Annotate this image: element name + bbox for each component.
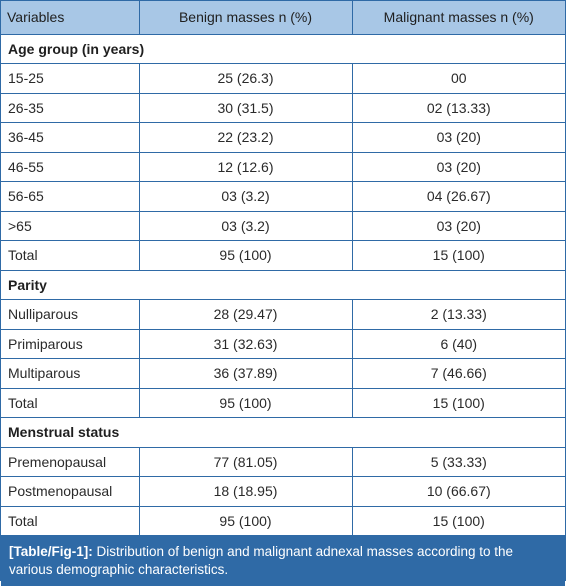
section-header-row: Menstrual status — [1, 417, 565, 448]
benign-value: 03 (3.2) — [139, 211, 353, 241]
caption-reference: [Table/Fig-1]: — [9, 544, 93, 559]
malignant-value: 15 (100) — [352, 240, 565, 271]
benign-value: 28 (29.47) — [139, 299, 353, 330]
header-row: Variables Benign masses n (%) Malignant … — [1, 1, 565, 35]
malignant-value: 04 (26.67) — [352, 181, 565, 212]
table-row: 56-65 03 (3.2) 04 (26.67) — [1, 181, 565, 212]
row-label: Total — [1, 388, 140, 418]
benign-value: 95 (100) — [139, 506, 353, 536]
header-benign: Benign masses n (%) — [139, 1, 353, 35]
malignant-value: 03 (20) — [352, 211, 565, 241]
table-row: 26-35 30 (31.5) 02 (13.33) — [1, 93, 565, 123]
benign-value: 12 (12.6) — [139, 152, 353, 182]
malignant-value: 03 (20) — [352, 122, 565, 153]
header-variables: Variables — [1, 1, 140, 35]
row-label: Nulliparous — [1, 299, 140, 330]
malignant-value: 03 (20) — [352, 152, 565, 182]
row-label: 56-65 — [1, 181, 140, 212]
table-body: Age group (in years) 15-25 25 (26.3) 00 26-3… — [1, 34, 565, 536]
benign-value: 95 (100) — [139, 240, 353, 271]
benign-value: 25 (26.3) — [139, 63, 353, 94]
benign-value: 22 (23.2) — [139, 122, 353, 153]
table-row: 15-25 25 (26.3) 00 — [1, 63, 565, 94]
row-label: Postmenopausal — [1, 476, 140, 507]
table-row: Total 95 (100) 15 (100) — [1, 506, 565, 536]
section-header-row: Parity — [1, 270, 565, 300]
row-label: Total — [1, 240, 140, 271]
caption-text: Distribution of benign and malignant adn… — [9, 544, 514, 577]
row-label: 15-25 — [1, 63, 140, 94]
row-label: Multiparous — [1, 358, 140, 389]
malignant-value: 5 (33.33) — [352, 447, 565, 477]
row-label: 26-35 — [1, 93, 140, 123]
table-row: Nulliparous 28 (29.47) 2 (13.33) — [1, 299, 565, 330]
section-title: Age group (in years) — [1, 34, 565, 64]
table-row: Premenopausal 77 (81.05) 5 (33.33) — [1, 447, 565, 477]
table-row: Multiparous 36 (37.89) 7 (46.66) — [1, 358, 565, 389]
section-header-row: Age group (in years) — [1, 34, 565, 64]
malignant-value: 2 (13.33) — [352, 299, 565, 330]
row-label: 36-45 — [1, 122, 140, 153]
table-row: Total 95 (100) 15 (100) — [1, 240, 565, 271]
table-row: >65 03 (3.2) 03 (20) — [1, 211, 565, 241]
benign-value: 36 (37.89) — [139, 358, 353, 389]
benign-value: 77 (81.05) — [139, 447, 353, 477]
table-row: Total 95 (100) 15 (100) — [1, 388, 565, 418]
row-label: Primiparous — [1, 329, 140, 359]
header-malignant: Malignant masses n (%) — [352, 1, 565, 35]
section-title: Menstrual status — [1, 417, 565, 448]
table-row: 46-55 12 (12.6) 03 (20) — [1, 152, 565, 182]
table-row: Primiparous 31 (32.63) 6 (40) — [1, 329, 565, 359]
benign-value: 95 (100) — [139, 388, 353, 418]
malignant-value: 15 (100) — [352, 506, 565, 536]
row-label: >65 — [1, 211, 140, 241]
malignant-value: 10 (66.67) — [352, 476, 565, 507]
malignant-value: 02 (13.33) — [352, 93, 565, 123]
demographics-table: Variables Benign masses n (%) Malignant … — [1, 1, 565, 536]
table-row: 36-45 22 (23.2) 03 (20) — [1, 122, 565, 153]
benign-value: 31 (32.63) — [139, 329, 353, 359]
malignant-value: 6 (40) — [352, 329, 565, 359]
row-label: Premenopausal — [1, 447, 140, 477]
benign-value: 18 (18.95) — [139, 476, 353, 507]
malignant-value: 7 (46.66) — [352, 358, 565, 389]
malignant-value: 00 — [352, 63, 565, 94]
benign-value: 03 (3.2) — [139, 181, 353, 212]
table-caption: [Table/Fig-1]: Distribution of benign an… — [1, 536, 565, 586]
malignant-value: 15 (100) — [352, 388, 565, 418]
table-row: Postmenopausal 18 (18.95) 10 (66.67) — [1, 476, 565, 507]
section-title: Parity — [1, 270, 565, 300]
row-label: Total — [1, 506, 140, 536]
row-label: 46-55 — [1, 152, 140, 182]
benign-value: 30 (31.5) — [139, 93, 353, 123]
